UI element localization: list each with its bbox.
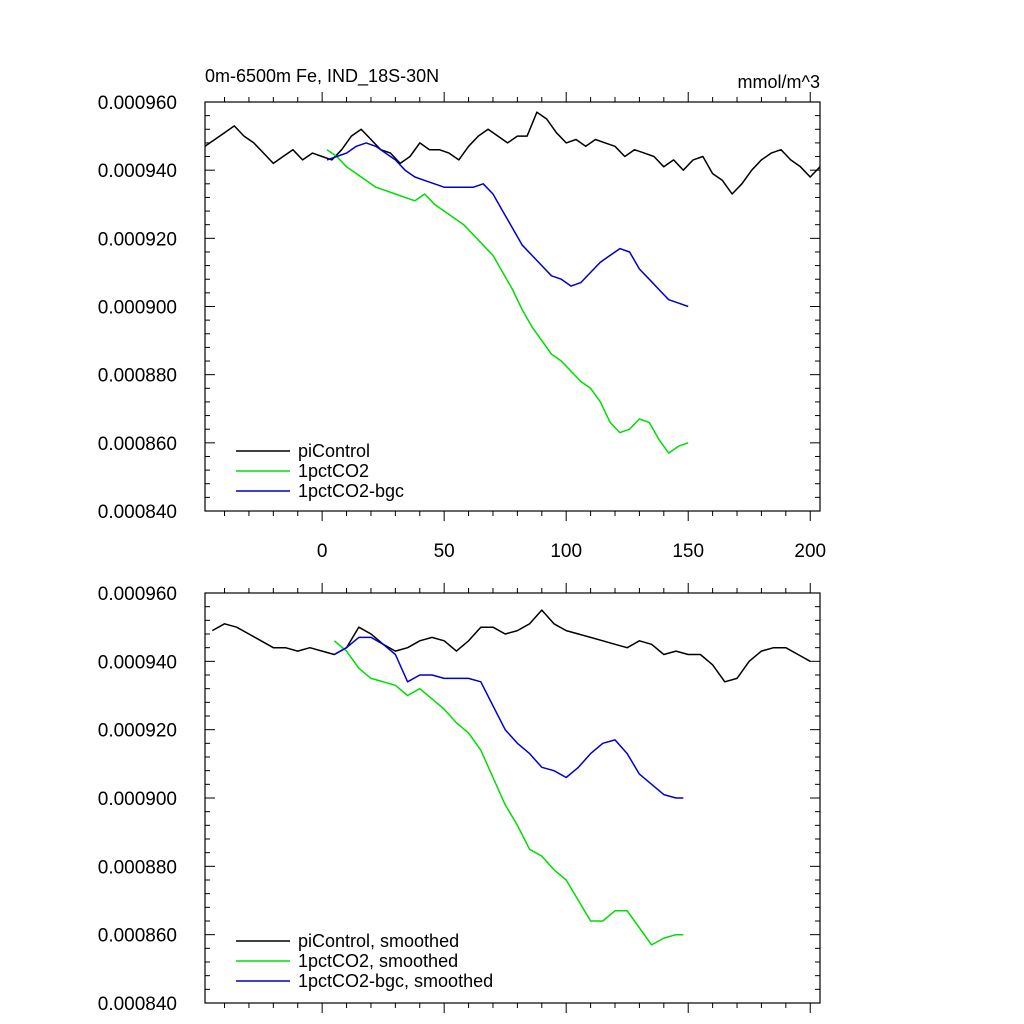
x-tick-label: 50 xyxy=(434,541,455,562)
x-tick-label: 150 xyxy=(672,541,704,562)
legend-label: piControl, smoothed xyxy=(298,931,459,951)
y-tick-label: 0.000920 xyxy=(98,721,177,742)
bottom-panel: 0.000840 0.000860 0.000880 0.000900 0.000920… xyxy=(98,583,821,1015)
x-tick-label: 100 xyxy=(550,541,582,562)
y-tick-label: 0.000920 xyxy=(98,229,177,250)
y-tick-label: 0.000860 xyxy=(98,434,177,455)
series-line-3 xyxy=(333,636,684,799)
y-tick-label: 0.000860 xyxy=(98,926,177,947)
legend-label: piControl xyxy=(298,441,370,461)
y-tick-label: 0.000900 xyxy=(98,298,177,319)
series-line-3 xyxy=(326,142,689,308)
y-tick-label: 0.000840 xyxy=(98,994,177,1015)
y-tick-label: 0.000840 xyxy=(98,502,177,523)
y-tick-label: 0.000960 xyxy=(98,93,177,114)
y-tick-label: 0.000940 xyxy=(98,652,177,673)
x-tick-label: 0 xyxy=(317,541,328,562)
chart-title: 0m-6500m Fe, IND_18S-30N xyxy=(205,66,439,87)
legend-label: 1pctCO2, smoothed xyxy=(298,951,458,971)
y-tick-label: 0.000940 xyxy=(98,161,177,182)
top-panel: 0m-6500m Fe, IND_18S-30N mmol/m^3 0.0008… xyxy=(98,66,826,562)
legend-label: 1pctCO2-bgc, smoothed xyxy=(298,971,493,991)
series-line-2 xyxy=(326,149,689,454)
series-line-2 xyxy=(333,640,684,946)
legend-label: 1pctCO2 xyxy=(298,461,369,481)
series-line-1 xyxy=(211,609,811,683)
series-line-1 xyxy=(204,111,821,195)
y-tick-label: 0.000960 xyxy=(98,584,177,605)
y-tick-label: 0.000900 xyxy=(98,789,177,810)
legend-label: 1pctCO2-bgc xyxy=(298,481,404,501)
y-tick-label: 0.000880 xyxy=(98,366,177,387)
x-tick-label: 200 xyxy=(794,541,826,562)
units-label: mmol/m^3 xyxy=(738,72,820,92)
y-tick-label: 0.000880 xyxy=(98,857,177,878)
